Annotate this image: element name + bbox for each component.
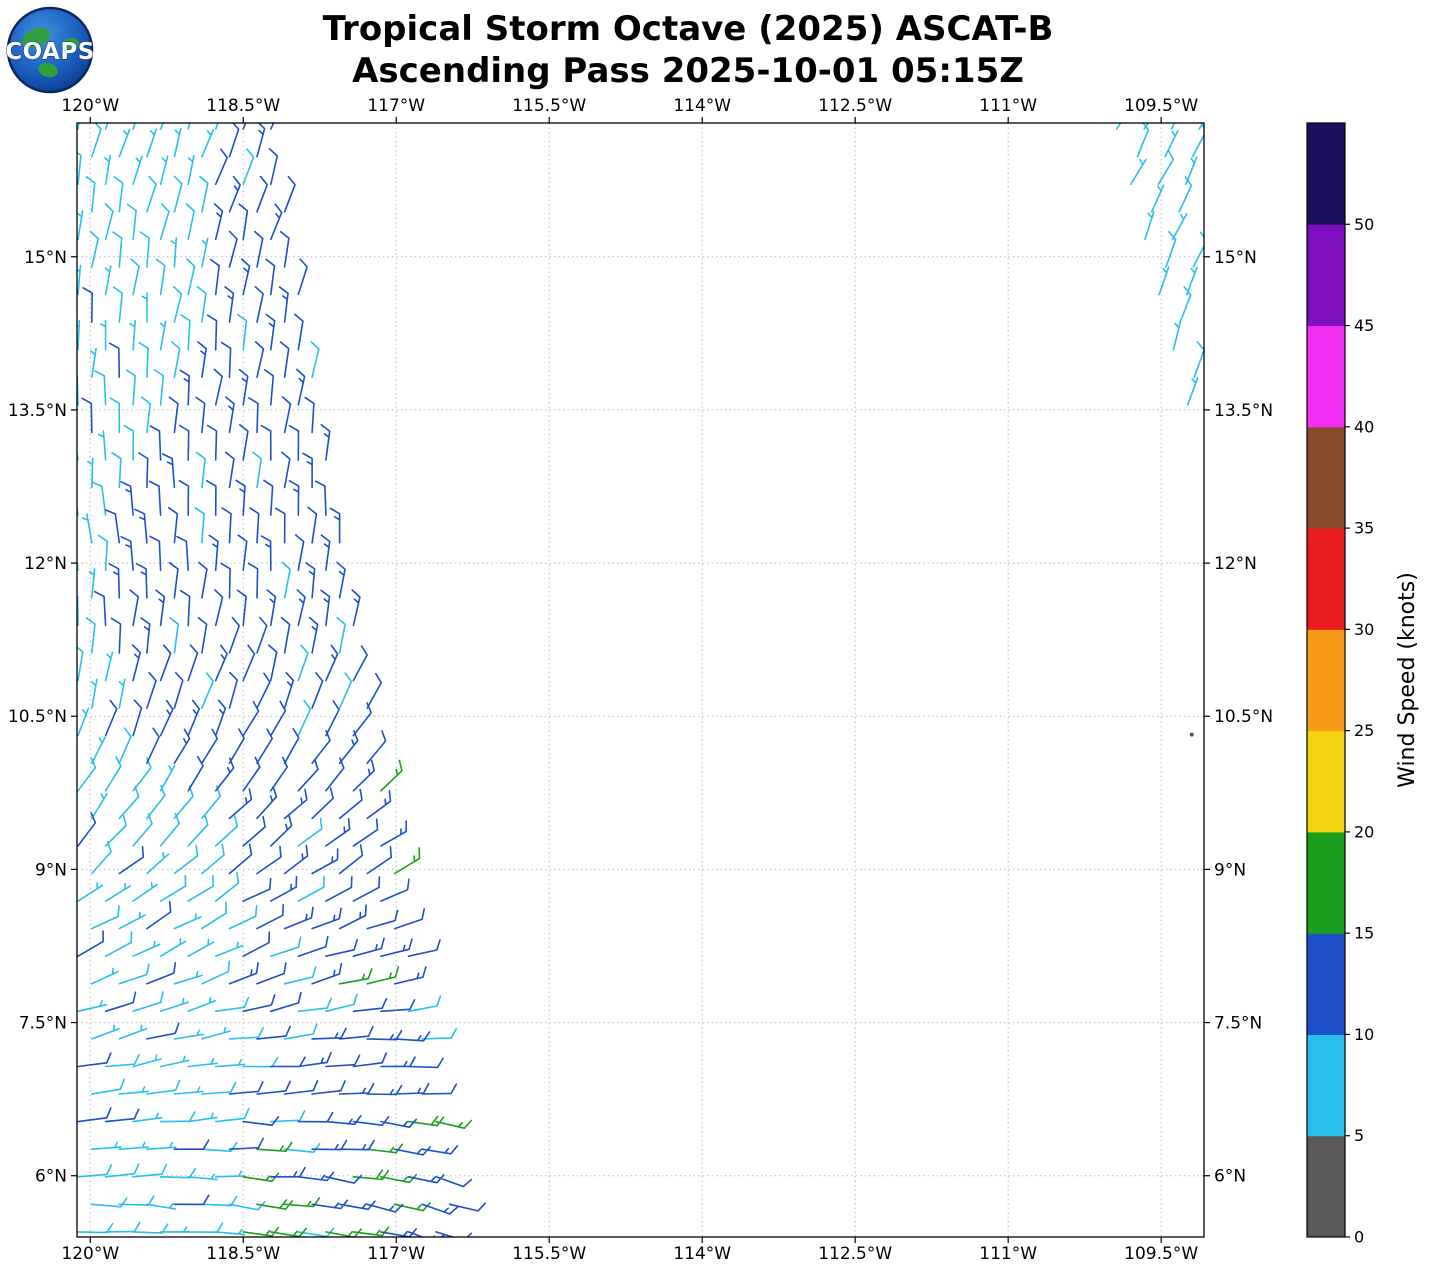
colorbar-tick-label: 40 <box>1354 417 1374 436</box>
figure-subtitle: Ascending Pass 2025-10-01 05:15Z <box>352 51 1024 91</box>
x-tick-label-top: 115.5°W <box>512 96 586 116</box>
colorbar-tick-label: 25 <box>1354 721 1374 740</box>
wind-barbs <box>77 123 1204 1237</box>
x-tick-label-bottom: 112.5°W <box>818 1244 892 1264</box>
colorbar-segment <box>1307 933 1345 1035</box>
colorbar-tick-label: 35 <box>1354 519 1374 538</box>
y-tick-label-left: 6°N <box>35 1167 67 1187</box>
axis-ticks <box>71 117 1210 1243</box>
colorbar-frame <box>1306 122 1346 1238</box>
colorbar-segment <box>1307 629 1345 732</box>
grid-lines <box>77 123 1204 1237</box>
colorbar-segment <box>1307 426 1345 529</box>
logo-text: COAPS <box>6 39 94 65</box>
colorbar-segment <box>1307 528 1345 630</box>
x-tick-label-bottom: 117°W <box>367 1244 425 1264</box>
logo-globe <box>6 6 94 94</box>
x-tick-label-top: 120°W <box>61 96 119 116</box>
y-tick-label-right: 6°N <box>1214 1167 1246 1187</box>
colorbar-segment <box>1307 1135 1345 1238</box>
figure-title: Tropical Storm Octave (2025) ASCAT-B <box>322 9 1054 49</box>
y-tick-label-left: 10.5°N <box>8 707 67 727</box>
y-tick-label-right: 9°N <box>1214 860 1246 880</box>
colorbar-segment <box>1307 325 1345 428</box>
x-tick-label-top: 117°W <box>367 96 425 116</box>
x-tick-label-bottom: 115.5°W <box>512 1244 586 1264</box>
colorbar-segment <box>1307 123 1345 225</box>
y-tick-label-left: 13.5°N <box>8 401 67 421</box>
colorbar-segment <box>1307 1034 1345 1137</box>
x-tick-label-top: 111°W <box>979 96 1037 116</box>
x-tick-label-bottom: 111°W <box>979 1244 1037 1264</box>
figure-title-block: Tropical Storm Octave (2025) ASCAT-B Asc… <box>323 8 1054 92</box>
plot-frame <box>76 122 1205 1238</box>
y-tick-label-right: 10.5°N <box>1214 707 1273 727</box>
wind-barb-layer <box>242 759 473 1237</box>
colorbar: 0 5 10 15 20 25 30 35 40 45 50 Wind Speed (knots) <box>1306 122 1420 1247</box>
logo-continent-icon <box>61 37 79 51</box>
axis-labels: 120°W 120°W 118.5°W 118.5°W 117°W 117°W 115.5°… <box>8 96 1273 1264</box>
colorbar-segment <box>1307 224 1345 327</box>
y-tick-label-left: 7.5°N <box>19 1014 67 1034</box>
x-tick-label-bottom: 120°W <box>61 1244 119 1264</box>
y-tick-label-left: 12°N <box>24 554 67 574</box>
logo-continent-icon <box>38 62 58 78</box>
x-tick-label-bottom: 118.5°W <box>206 1244 280 1264</box>
colorbar-tick-label: 20 <box>1354 822 1374 841</box>
y-tick-label-right: 13.5°N <box>1214 401 1273 421</box>
colorbar-tick-label: 50 <box>1354 215 1374 234</box>
y-tick-label-right: 7.5°N <box>1214 1014 1262 1034</box>
colorbar-label: Wind Speed (knots) <box>1395 572 1420 788</box>
stray-data-point <box>1189 732 1194 737</box>
colorbar-tick-label: 30 <box>1354 620 1374 639</box>
coaps-logo: COAPS <box>6 6 94 94</box>
y-tick-label-left: 9°N <box>35 860 67 880</box>
colorbar-tick-label: 5 <box>1354 1126 1364 1145</box>
x-tick-label-top: 112.5°W <box>818 96 892 116</box>
x-tick-label-top: 114°W <box>673 96 731 116</box>
colorbar-segment <box>1307 831 1345 934</box>
x-tick-label-bottom: 109.5°W <box>1124 1244 1198 1264</box>
y-tick-label-left: 15°N <box>24 248 67 268</box>
colorbar-tick-label: 15 <box>1354 924 1374 943</box>
y-tick-label-right: 12°N <box>1214 554 1257 574</box>
wind-barb-layer <box>77 123 1204 1237</box>
x-tick-label-top: 109.5°W <box>1124 96 1198 116</box>
logo-continent-icon <box>21 27 51 49</box>
colorbar-tick-label: 45 <box>1354 316 1374 335</box>
colorbar-tick-label: 0 <box>1354 1228 1364 1247</box>
colorbar-tick-label: 10 <box>1354 1025 1374 1044</box>
wind-barb-layer <box>77 123 486 1237</box>
x-tick-label-top: 118.5°W <box>206 96 280 116</box>
colorbar-segment <box>1307 730 1345 833</box>
y-tick-label-right: 15°N <box>1214 248 1257 268</box>
x-tick-label-bottom: 114°W <box>673 1244 731 1264</box>
